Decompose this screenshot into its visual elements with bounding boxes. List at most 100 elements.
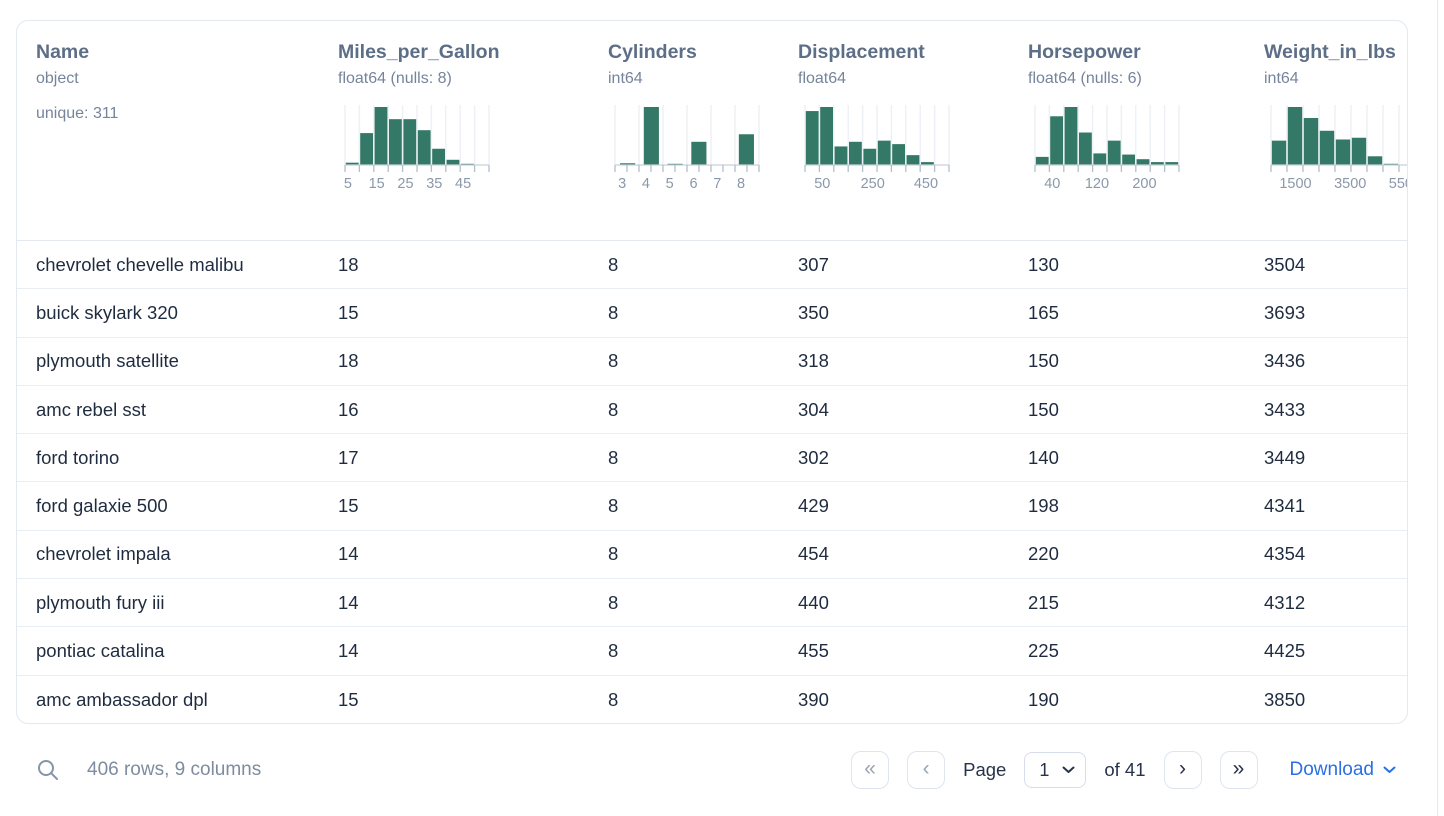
histogram: 50 250 450 xyxy=(804,105,950,192)
column-name: Displacement xyxy=(798,41,925,63)
column-header-horsepower[interactable]: Horsepower float64 (nulls: 6) 40 120 200 xyxy=(1028,39,1264,240)
last-page-button[interactable]: » xyxy=(1219,751,1258,789)
table-cell: 17 xyxy=(338,446,359,468)
table-body: chevrolet chevelle malibu 18 8 307 130 3504 bu… xyxy=(17,241,1407,723)
table-cell: 150 xyxy=(1028,398,1059,420)
histogram-bar xyxy=(805,111,819,165)
histogram: 40 120 200 xyxy=(1034,105,1180,192)
table-cell: 455 xyxy=(798,640,829,662)
table-cell: 18 xyxy=(338,350,359,372)
column-type: object xyxy=(36,70,79,87)
table-cell: 3504 xyxy=(1264,253,1306,275)
table-row: ford torino 17 8 302 140 3449 xyxy=(17,434,1407,483)
table-cell: 3449 xyxy=(1264,446,1306,468)
download-button[interactable]: Download xyxy=(1290,759,1397,781)
table-cell: 440 xyxy=(798,591,829,613)
table-cell: 16 xyxy=(338,398,359,420)
column-header-weight_in_lbs[interactable]: Weight_in_lbs int64 1500 3500 5500 xyxy=(1264,39,1407,240)
table-cell: 4341 xyxy=(1264,495,1306,517)
table-cell: 8 xyxy=(608,253,619,275)
histogram-bar xyxy=(446,159,460,165)
table-row: ford galaxie 500 15 8 429 198 4341 xyxy=(17,482,1407,531)
table-cell: 3433 xyxy=(1264,398,1306,420)
histogram-bar xyxy=(360,133,373,165)
table-cell: 8 xyxy=(608,543,619,565)
table-cell: 3693 xyxy=(1264,301,1306,323)
axis-tick-label: 450 xyxy=(914,176,938,192)
table-row: amc rebel sst 16 8 304 150 3433 xyxy=(17,386,1407,435)
table-cell: 15 xyxy=(338,301,359,323)
page-total-label: of 41 xyxy=(1104,759,1146,780)
table-row: amc ambassador dpl 15 8 390 190 3850 xyxy=(17,676,1407,723)
axis-tick-label: 40 xyxy=(1044,176,1060,192)
panel-divider xyxy=(1437,0,1438,816)
search-icon[interactable] xyxy=(36,758,61,783)
axis-tick-label: 3500 xyxy=(1334,176,1366,192)
histogram-bar xyxy=(691,141,707,165)
table-cell: 225 xyxy=(1028,640,1059,662)
table-cell: 304 xyxy=(798,398,829,420)
histogram-bar xyxy=(1151,162,1164,165)
table-cell: 8 xyxy=(608,640,619,662)
histogram-bar xyxy=(849,141,862,165)
table-cell: 3436 xyxy=(1264,350,1306,372)
first-page-button[interactable]: « xyxy=(851,751,890,789)
page-select[interactable]: 1 xyxy=(1024,752,1087,788)
histogram: 5 15 25 35 45 xyxy=(344,105,490,192)
table-cell: 4312 xyxy=(1264,591,1306,613)
table-cell: 454 xyxy=(798,543,829,565)
axis-tick-label: 8 xyxy=(737,176,745,192)
column-header-cylinders[interactable]: Cylinders int64 3 4 5 6 7 8 xyxy=(608,39,798,240)
table-cell: 8 xyxy=(608,688,619,710)
axis-tick-label: 45 xyxy=(455,176,471,192)
column-name: Cylinders xyxy=(608,41,697,63)
table-cell: 302 xyxy=(798,446,829,468)
column-header-miles_per_gallon[interactable]: Miles_per_Gallon float64 (nulls: 8) 5 15 25 3… xyxy=(338,39,608,240)
table-cell: 318 xyxy=(798,350,829,372)
table-cell: 165 xyxy=(1028,301,1059,323)
column-header-name[interactable]: Name object unique: 311 xyxy=(36,39,338,240)
histogram-bar xyxy=(1064,107,1078,165)
table-cell: plymouth fury iii xyxy=(36,591,165,613)
histogram-bar xyxy=(389,119,402,165)
table-cell: 220 xyxy=(1028,543,1059,565)
histogram: 1500 3500 5500 xyxy=(1270,105,1407,192)
histogram-bar xyxy=(1136,159,1150,165)
histogram-bar xyxy=(432,148,445,165)
histogram-bar xyxy=(1287,107,1303,165)
row-column-count: 406 rows, 9 columns xyxy=(87,759,262,780)
histogram-bar xyxy=(1367,156,1383,165)
chevron-down-icon xyxy=(1383,766,1396,773)
first-page-icon: « xyxy=(864,757,876,780)
table-row: plymouth satellite 18 8 318 150 3436 xyxy=(17,338,1407,386)
next-page-button[interactable]: › xyxy=(1163,751,1202,789)
histogram-bar xyxy=(1079,132,1092,165)
table-cell: 198 xyxy=(1028,495,1059,517)
table-cell: 130 xyxy=(1028,253,1059,275)
axis-tick-label: 3 xyxy=(618,176,626,192)
table-cell: 4425 xyxy=(1264,640,1306,662)
axis-tick-label: 5 xyxy=(666,176,674,192)
footer-summary-group: 406 rows, 9 columns xyxy=(16,758,261,783)
table-cell: amc rebel sst xyxy=(36,398,147,420)
histogram-bar xyxy=(1319,130,1335,165)
axis-tick-label: 200 xyxy=(1132,176,1156,192)
histogram-bar xyxy=(1271,140,1287,165)
column-name: Miles_per_Gallon xyxy=(338,41,500,63)
axis-tick-label: 4 xyxy=(642,176,650,192)
table-cell: chevrolet impala xyxy=(36,543,171,565)
table-row: buick skylark 320 15 8 350 165 3693 xyxy=(17,289,1407,338)
column-type: float64 (nulls: 6) xyxy=(1028,70,1142,87)
histogram-bar xyxy=(1107,140,1121,165)
table-cell: 15 xyxy=(338,495,359,517)
previous-page-button[interactable]: ‹ xyxy=(907,751,946,789)
pagination-group: « ‹ Page 1 of 41 › » Download xyxy=(851,751,1396,789)
column-header-displacement[interactable]: Displacement float64 50 250 450 xyxy=(798,39,1028,240)
table-cell: pontiac catalina xyxy=(36,640,165,662)
column-type: float64 (nulls: 8) xyxy=(338,70,452,87)
table-cell: 8 xyxy=(608,398,619,420)
